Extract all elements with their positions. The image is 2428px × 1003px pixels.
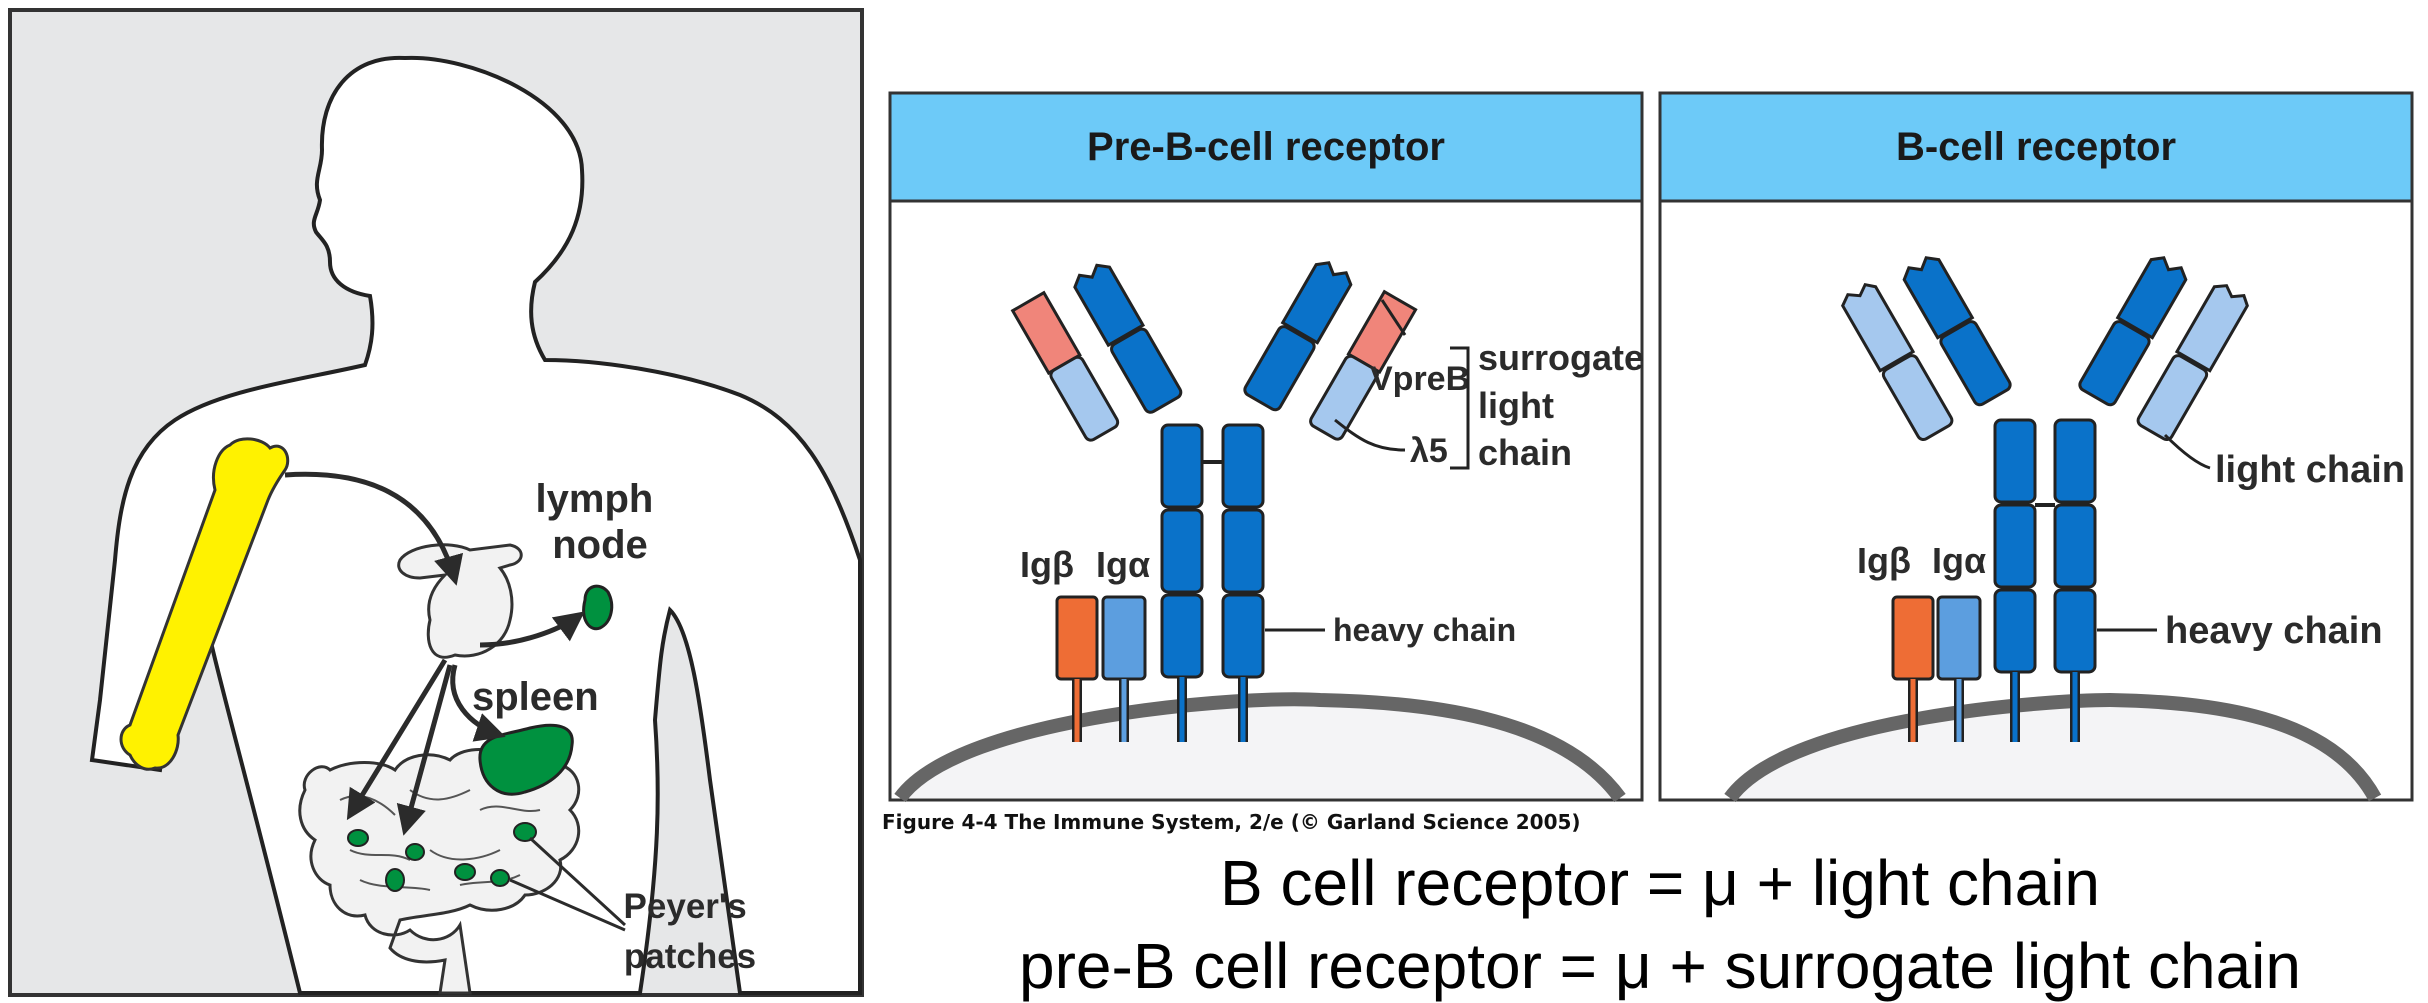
body-diagram: lymph node spleen Peyer's patches: [8, 8, 864, 997]
lymph-node-icon: [582, 584, 614, 631]
bone-marrow-icon: [119, 437, 290, 771]
heavy-chain-arm-right: [1243, 261, 1353, 412]
lymph-node-label: lymph node: [536, 477, 665, 567]
cell-membrane: [1724, 692, 2382, 803]
peyers-patch-pointer-lines: [509, 836, 627, 932]
peyers-patch: [454, 863, 476, 881]
surrogate-bracket: [1450, 346, 1470, 470]
peyers-patch: [490, 869, 510, 887]
peyers-patch: [347, 829, 369, 847]
b-cell-receptor-panel: B-cell receptor Igβ Igα: [1658, 91, 2414, 803]
light-chain-right-icon: [2136, 284, 2249, 441]
b-panel-header: [1658, 91, 2414, 203]
heavy-chain-arm-right: [2078, 256, 2188, 407]
heavy-chain-arm-left: [1073, 263, 1183, 414]
pre-b-panel-title: Pre-B-cell receptor: [1087, 125, 1445, 169]
heavy-chain-icon: [1993, 418, 2097, 674]
spleen-icon: [478, 723, 574, 796]
lambda5-label: λ5: [1410, 432, 1448, 470]
peyers-patches-label: Peyer's patches: [624, 887, 757, 976]
heavy-chain-arm-left: [1902, 256, 2012, 407]
ig-beta-label: Igβ: [1857, 540, 1911, 581]
figure-caption: Figure 4-4 The Immune System, 2/e (© Gar…: [882, 810, 1581, 834]
migration-arrows: [284, 471, 585, 836]
ig-beta-icon: [1055, 595, 1099, 681]
b-panel-title: B-cell receptor: [1896, 125, 2176, 169]
peyers-patch: [405, 843, 425, 861]
light-chain-label: light chain: [2215, 449, 2405, 491]
pre-b-cell-receptor-panel: Pre-B-cell receptor Igβ Igα: [888, 91, 1654, 803]
pre-b-panel-frame: [888, 91, 1644, 802]
surrogate-light-chain-label: surrogate light chain: [1478, 337, 1654, 473]
b-heavy-chain-label: heavy chain: [2165, 610, 2383, 652]
pre-b-heavy-chain-label: heavy chain: [1333, 612, 1516, 648]
vpreb-right-icon: [1309, 289, 1418, 441]
vpreb-left-icon: [1010, 290, 1120, 442]
ig-beta-label: Igβ: [1020, 544, 1074, 585]
spleen-label: spleen: [472, 675, 599, 719]
light-chain-left-icon: [1840, 282, 1954, 441]
pre-b-panel-header: [888, 91, 1644, 203]
ig-alpha-label: Igα: [1932, 540, 1986, 581]
vpreb-label: VpreB: [1370, 360, 1470, 398]
ig-beta-icon: [1891, 595, 1935, 681]
ig-alpha-icon: [1101, 595, 1147, 681]
equation-b-cell-receptor: B cell receptor = μ + light chain: [1220, 847, 2100, 919]
peyers-patch: [385, 868, 405, 892]
heavy-chain-icon: [1160, 423, 1265, 679]
ig-alpha-label: Igα: [1096, 544, 1150, 585]
equation-pre-b-cell-receptor: pre-B cell receptor = μ + surrogate ligh…: [1019, 930, 2301, 1002]
peyers-patch: [513, 822, 537, 842]
ig-alpha-icon: [1936, 595, 1982, 681]
body-silhouette: [89, 55, 862, 995]
